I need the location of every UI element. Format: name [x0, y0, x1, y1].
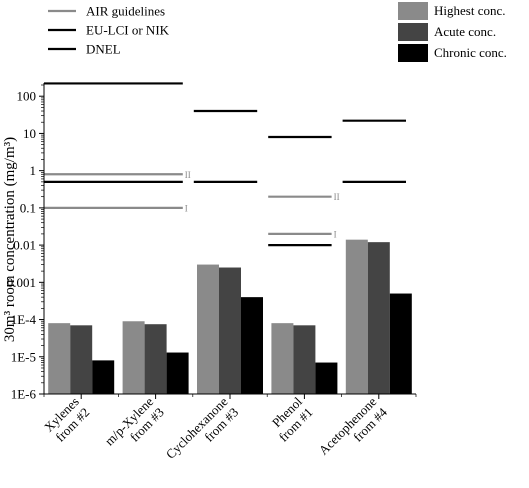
- y-tick-label: 0.1: [20, 200, 36, 215]
- bar-chronic: [166, 352, 189, 394]
- legend-line-label: DNEL: [86, 42, 121, 57]
- legend-bar-label: Highest conc.: [434, 3, 505, 18]
- legend-bar-swatch: [398, 2, 428, 20]
- legend-line-label: AIR guidelines: [86, 4, 165, 19]
- bar-highest: [197, 264, 219, 394]
- bar-acute: [219, 267, 241, 394]
- bar-highest: [122, 321, 145, 394]
- reference-line-label: I: [185, 203, 188, 213]
- y-tick-label: 1E-5: [11, 349, 36, 364]
- legend-bar-label: Chronic conc.: [434, 45, 507, 60]
- legend-bar-label: Acute conc.: [434, 24, 496, 39]
- y-tick-label: 100: [17, 89, 37, 104]
- reference-line-label: II: [334, 192, 340, 202]
- bar-highest: [271, 323, 294, 394]
- y-tick-label: 10: [23, 126, 36, 141]
- legend-line-label: EU-LCI or NIK: [86, 23, 170, 38]
- bar-chronic: [92, 360, 115, 394]
- bar-acute: [367, 242, 390, 394]
- bar-highest: [345, 239, 368, 394]
- bar-chronic: [241, 297, 263, 394]
- y-tick-label: 1E-4: [11, 312, 37, 327]
- bar-acute: [293, 325, 316, 394]
- y-tick-label: 1E-6: [11, 387, 37, 402]
- bar-chronic: [315, 362, 338, 394]
- bar-acute: [70, 325, 93, 394]
- y-tick-label: 0.001: [7, 275, 36, 290]
- y-tick-label: 0.01: [13, 238, 36, 253]
- legend-bar-swatch: [398, 44, 428, 62]
- bar-acute: [144, 324, 167, 394]
- y-axis-label: 30m³ room concentration (mg/m³): [2, 137, 18, 342]
- reference-line-label: I: [334, 229, 337, 239]
- y-tick-label: 1: [30, 163, 37, 178]
- reference-line-label: II: [185, 170, 191, 180]
- bar-chronic: [389, 293, 412, 394]
- bar-highest: [48, 323, 71, 394]
- legend-bar-swatch: [398, 23, 428, 41]
